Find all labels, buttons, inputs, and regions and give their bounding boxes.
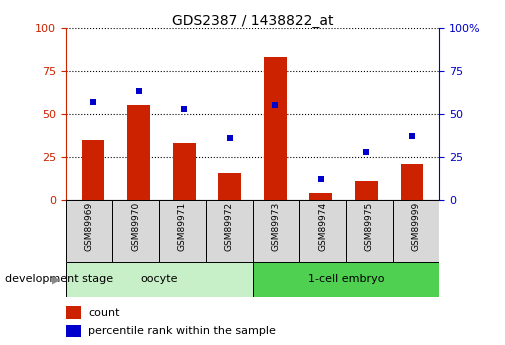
Bar: [173, 143, 195, 200]
Point: [89, 99, 97, 105]
Point: [134, 89, 142, 94]
Bar: [218, 172, 241, 200]
Text: oocyte: oocyte: [140, 275, 178, 284]
Text: development stage: development stage: [5, 275, 113, 284]
Bar: [264, 57, 287, 200]
Point: [363, 149, 371, 155]
Bar: [355, 181, 378, 200]
Point: [226, 135, 234, 141]
Bar: [127, 105, 150, 200]
Point: [408, 134, 416, 139]
Text: GSM89971: GSM89971: [178, 202, 187, 251]
Bar: [346, 200, 393, 262]
Text: 1-cell embryo: 1-cell embryo: [308, 275, 384, 284]
Bar: [66, 325, 81, 337]
Point: [180, 106, 188, 111]
Bar: [393, 200, 439, 262]
Text: GSM89972: GSM89972: [225, 202, 234, 251]
Bar: [159, 200, 206, 262]
Text: GSM89969: GSM89969: [84, 202, 93, 251]
Bar: [113, 200, 159, 262]
Bar: [400, 164, 423, 200]
Bar: [66, 306, 81, 319]
Bar: [82, 140, 105, 200]
Bar: [299, 200, 346, 262]
Text: GSM89973: GSM89973: [271, 202, 280, 251]
Point: [317, 177, 325, 182]
Text: GSM89975: GSM89975: [365, 202, 374, 251]
Bar: [310, 193, 332, 200]
Text: GSM89999: GSM89999: [412, 202, 421, 251]
Bar: [252, 262, 439, 297]
Bar: [66, 200, 113, 262]
Text: ▶: ▶: [52, 275, 61, 284]
Bar: [66, 262, 252, 297]
Bar: [252, 200, 299, 262]
Text: GDS2387 / 1438822_at: GDS2387 / 1438822_at: [172, 14, 333, 28]
Text: GSM89970: GSM89970: [131, 202, 140, 251]
Bar: [206, 200, 252, 262]
Text: percentile rank within the sample: percentile rank within the sample: [88, 326, 276, 336]
Text: count: count: [88, 308, 120, 317]
Text: GSM89974: GSM89974: [318, 202, 327, 251]
Point: [271, 102, 279, 108]
